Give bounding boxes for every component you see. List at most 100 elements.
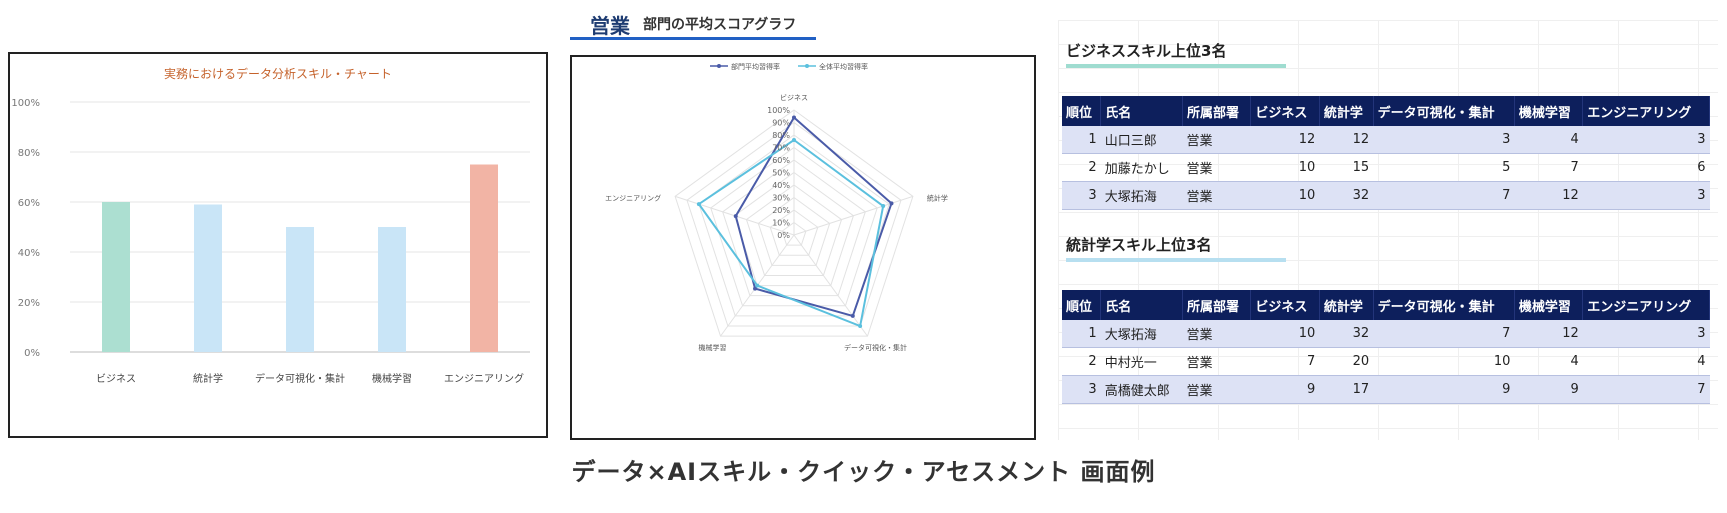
radar-subtitle: 部門の平均スコアグラフ	[643, 17, 797, 33]
table-cell: 5	[1373, 153, 1515, 182]
r-tick-label: 50%	[772, 169, 790, 178]
bar	[378, 227, 406, 352]
table-row: 1 山口三郎 営業 12 12 3 4 3	[1062, 126, 1710, 154]
table-cell: 加藤たかし	[1100, 153, 1183, 182]
radar-axis-label: データ可視化・集計	[844, 343, 907, 352]
table-cell: 4	[1582, 347, 1710, 376]
bar	[470, 164, 498, 352]
table-cell: 10	[1250, 153, 1320, 182]
table-cell: 1	[1062, 320, 1101, 348]
radar-chart: 部門平均習得率 全体平均習得率 0% 10% 20% 30% 40% 50% 60% 70% 80%…	[605, 62, 948, 352]
r-tick-label: 80%	[772, 131, 790, 140]
table-title-underline	[1066, 258, 1286, 262]
table-cell: 中村光一	[1100, 347, 1183, 376]
column-header: ビジネス	[1250, 96, 1320, 126]
table-title-underline	[1066, 64, 1286, 68]
radar-axis-label: 統計学	[927, 193, 948, 202]
table-cell: 17	[1319, 375, 1374, 404]
column-header: 所属部署	[1182, 290, 1252, 320]
radar-grid	[745, 184, 843, 276]
table-cell: 32	[1319, 320, 1374, 348]
table-cell: 12	[1514, 320, 1583, 348]
table-cell: 10	[1250, 181, 1320, 210]
radar-header: 営業 部門の平均スコアグラフ	[570, 8, 1036, 42]
r-tick-label: 10%	[772, 219, 790, 228]
table-row: 3 高橋健太郎 営業 9 17 9 9 7	[1062, 375, 1710, 404]
column-header: 順位	[1062, 96, 1102, 126]
page-caption: データ×AIスキル・クイック・アセスメント 画面例	[571, 458, 1156, 486]
table-cell: 3	[1582, 320, 1710, 348]
radar-point	[733, 214, 738, 219]
x-tick-label: 機械学習	[372, 372, 412, 385]
table-cell: 12	[1250, 126, 1320, 154]
legend-label: 部門平均習得率	[731, 62, 780, 71]
column-header: 機械学習	[1514, 96, 1584, 126]
r-tick-label: 60%	[772, 156, 790, 165]
table-cell: 12	[1514, 181, 1583, 210]
statistics-ranking-table: 順位 氏名 所属部署 ビジネス 統計学 データ可視化・集計 機械学習 エンジニアリング 1 大塚拓…	[1062, 290, 1710, 404]
table-header-row: 順位 氏名 所属部署 ビジネス 統計学 データ可視化・集計 機械学習 エンジニアリング	[1062, 96, 1710, 126]
column-header: 氏名	[1100, 96, 1184, 126]
radar-spoke	[793, 234, 868, 337]
y-tick-label: 80%	[18, 148, 40, 159]
table-cell: 営業	[1182, 153, 1251, 182]
radar-grid	[757, 196, 831, 266]
radar-point	[858, 324, 863, 329]
table-cell: 4	[1514, 347, 1583, 376]
table-header-row: 順位 氏名 所属部署 ビジネス 統計学 データ可視化・集計 機械学習 エンジニアリング	[1062, 290, 1710, 320]
table-cell: 7	[1582, 375, 1710, 404]
legend-label: 全体平均習得率	[819, 62, 868, 71]
table-cell: 15	[1319, 153, 1374, 182]
table-cell: 営業	[1182, 181, 1251, 210]
table-cell: 1	[1062, 126, 1101, 154]
legend-marker	[717, 64, 721, 68]
table-cell: 3	[1062, 375, 1101, 404]
r-tick-label: 100%	[767, 106, 790, 115]
table-cell: 9	[1250, 375, 1320, 404]
table-cell: 2	[1062, 153, 1101, 182]
r-tick-label: 90%	[772, 119, 790, 128]
radar-point	[755, 283, 760, 288]
header-underline	[570, 37, 816, 40]
r-tick-label: 30%	[772, 194, 790, 203]
x-tick-label: ビジネス	[96, 373, 136, 385]
column-header: データ可視化・集計	[1373, 96, 1515, 126]
table-cell: 20	[1319, 347, 1374, 376]
radar-point	[889, 201, 894, 206]
table-cell: 9	[1373, 375, 1515, 404]
bar-chart-title: 実務におけるデータ分析スキル・チャート	[164, 66, 392, 81]
table-cell: 3	[1373, 126, 1515, 154]
table-cell: 7	[1514, 153, 1583, 182]
table-cell: 3	[1062, 181, 1101, 210]
table-cell: 営業	[1182, 126, 1251, 154]
radar-point	[753, 286, 758, 291]
radar-grid	[686, 121, 902, 327]
radar-spoke	[793, 195, 914, 236]
column-header: ビジネス	[1250, 290, 1320, 320]
bar	[102, 202, 130, 352]
table-cell: 営業	[1182, 347, 1251, 376]
table-cell: 3	[1582, 181, 1710, 210]
section-title: 営業	[590, 14, 630, 38]
r-tick-label: 40%	[772, 181, 790, 190]
column-header: エンジニアリング	[1582, 96, 1710, 126]
bar	[286, 227, 314, 352]
column-header: 統計学	[1319, 96, 1374, 126]
table-cell: 大塚拓海	[1100, 320, 1183, 348]
y-tick-label: 20%	[18, 298, 40, 309]
table-cell: 7	[1373, 181, 1515, 210]
radar-point	[881, 204, 886, 209]
table-cell: 4	[1514, 126, 1583, 154]
x-tick-label: データ可視化・集計	[255, 372, 345, 385]
radar-grid	[722, 159, 866, 297]
table-cell: 7	[1250, 347, 1320, 376]
table-cell: 営業	[1182, 375, 1251, 404]
column-header: データ可視化・集計	[1373, 290, 1515, 320]
radar-axis-label: エンジニアリング	[605, 193, 661, 202]
legend-marker	[805, 64, 809, 68]
business-ranking-table: 順位 氏名 所属部署 ビジネス 統計学 データ可視化・集計 機械学習 エンジニアリング 1 山口三…	[1062, 96, 1710, 210]
radar-grid	[781, 221, 807, 246]
table-row: 2 中村光一 営業 7 20 10 4 4	[1062, 347, 1710, 376]
table-cell: 山口三郎	[1100, 126, 1183, 154]
radar-grid	[674, 109, 914, 337]
